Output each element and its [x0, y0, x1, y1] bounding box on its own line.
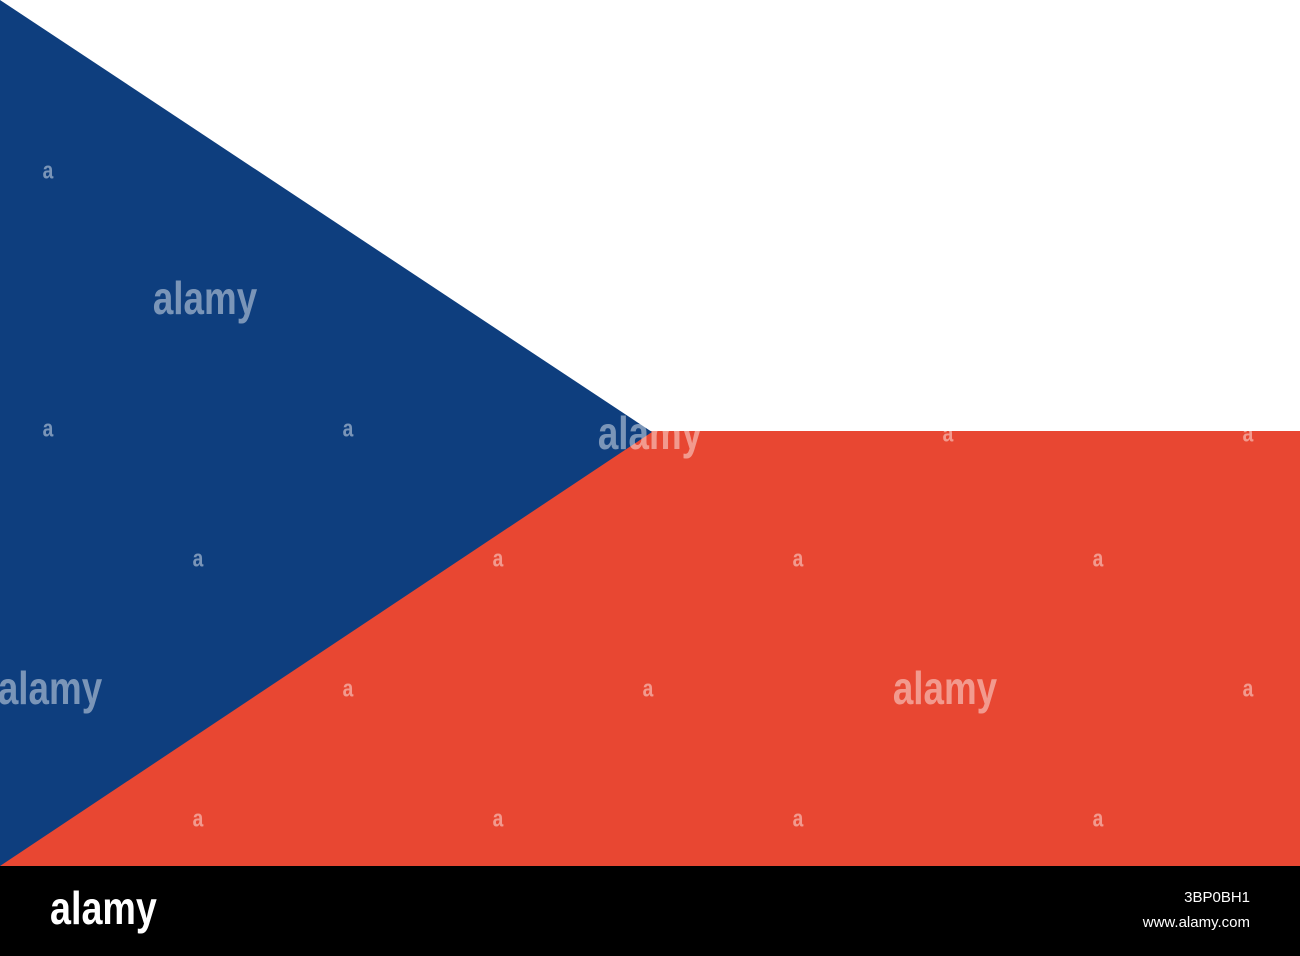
watermark: a — [943, 419, 954, 447]
watermark: a — [793, 544, 804, 572]
footer-bar — [0, 866, 1300, 956]
watermark: a — [793, 804, 804, 832]
watermark: a — [1243, 419, 1254, 447]
watermark: a — [1093, 804, 1104, 832]
watermark: a — [43, 156, 54, 184]
watermark: a — [493, 544, 504, 572]
watermark: a — [1093, 544, 1104, 572]
watermark: alamy — [0, 662, 102, 714]
footer-logo: alamy — [50, 883, 157, 934]
footer-url: www.alamy.com — [1142, 914, 1250, 931]
watermark: a — [193, 544, 204, 572]
watermark: a — [1243, 674, 1254, 702]
image-id: 3BP0BH1 — [1184, 889, 1250, 906]
watermark: a — [43, 414, 54, 442]
watermark: a — [193, 804, 204, 832]
flag-blue-triangle — [0, 0, 652, 866]
watermarks: a a a a a a a a a a a a a a a a alamy alamy alamy alamy — [0, 156, 1254, 832]
watermark: alamy — [153, 272, 257, 324]
watermark: a — [343, 674, 354, 702]
watermark: a — [343, 414, 354, 442]
watermark: alamy — [893, 662, 997, 714]
watermark: a — [643, 674, 654, 702]
watermark: alamy — [598, 407, 702, 459]
watermark: a — [493, 804, 504, 832]
